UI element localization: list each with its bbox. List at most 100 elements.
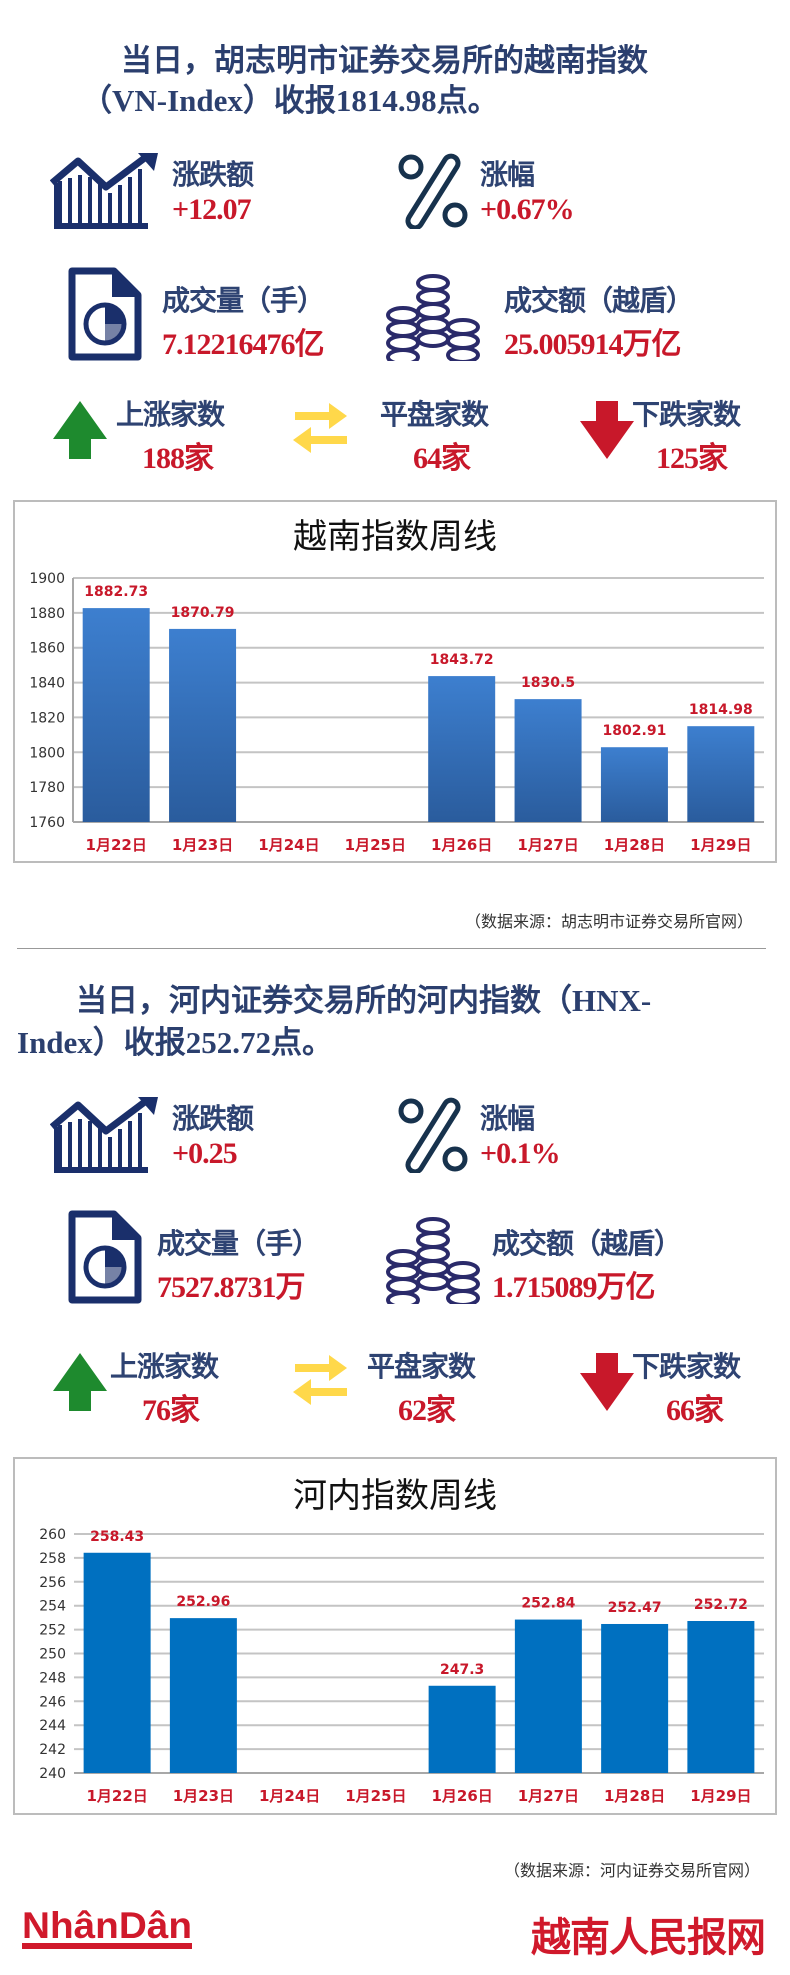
data-label: 258.43 (90, 1529, 144, 1545)
y-tick-label: 1800 (29, 745, 65, 761)
advancers-value: 76家 (142, 1394, 200, 1427)
nhandan-logo: NhânDân (22, 1905, 195, 1952)
y-tick-label: 1860 (29, 641, 65, 657)
percent-icon (397, 1097, 469, 1177)
bar (169, 628, 237, 822)
coins-icon (385, 267, 481, 366)
unchanged-label: 平盘家数 (367, 1350, 476, 1383)
y-tick-label: 1820 (29, 710, 65, 726)
percent-icon (397, 153, 469, 233)
chart-title: 越南指数周线 (293, 517, 497, 557)
bar (428, 1685, 496, 1773)
change-label: 涨跌额 (172, 158, 254, 191)
x-tick-label: 1月26日 (431, 836, 492, 854)
headline-line-2: （VN-Index）收报1814.98点。 (81, 83, 499, 118)
y-tick-label: 1760 (29, 815, 65, 831)
bar (514, 699, 582, 822)
swap-arrows-icon (291, 403, 349, 457)
volume-label: 成交量（手） (157, 1227, 320, 1260)
decliners-value: 125家 (656, 442, 728, 475)
x-tick-label: 1月23日 (172, 836, 233, 854)
pct-value: +0.1% (480, 1137, 561, 1170)
data-source-note: （数据来源：河内证券交易所官网） (503, 1861, 760, 1880)
bar (428, 676, 496, 822)
bar (601, 1623, 669, 1773)
pct-label: 涨幅 (480, 158, 535, 191)
unchanged-value: 62家 (398, 1394, 456, 1427)
trend-chart-icon (49, 153, 158, 253)
data-label: 1830.5 (521, 675, 575, 691)
y-tick-label: 1780 (29, 780, 65, 796)
volume-label: 成交量（手） (162, 284, 325, 317)
volume-value: 7.12216476亿 (162, 328, 324, 361)
down-arrow-icon (580, 1353, 634, 1415)
turnover-label: 成交额（越盾） (504, 284, 694, 317)
change-value: +12.07 (172, 193, 252, 226)
decliners-label: 下跌家数 (632, 398, 741, 431)
bar (687, 1620, 755, 1773)
x-tick-label: 1月29日 (690, 1787, 751, 1805)
y-tick-label: 244 (39, 1718, 66, 1734)
advancers-value: 188家 (142, 442, 214, 475)
headline-line-1: 当日，胡志明市证券交易所的越南指数 (121, 43, 648, 78)
volume-value: 7527.8731万 (157, 1271, 305, 1304)
trend-chart-icon (49, 1097, 158, 1197)
footer-brand-text: 越南人民报网 (531, 1915, 766, 1961)
y-tick-label: 248 (39, 1670, 66, 1686)
turnover-value: 1.715089万亿 (492, 1271, 655, 1304)
bar (600, 747, 668, 822)
decliners-value: 66家 (666, 1394, 724, 1427)
y-tick-label: 1900 (29, 571, 65, 587)
turnover-value: 25.005914万亿 (504, 328, 681, 361)
x-tick-label: 1月27日 (518, 1787, 579, 1805)
document-chart-icon (68, 1210, 142, 1308)
coins-icon (385, 1210, 481, 1309)
x-tick-label: 1月25日 (345, 1787, 406, 1805)
x-tick-label: 1月29日 (690, 836, 751, 854)
bar (514, 1619, 582, 1773)
change-value: +0.25 (172, 1137, 238, 1170)
data-label: 1882.73 (84, 584, 148, 600)
y-tick-label: 240 (39, 1766, 66, 1782)
bar (83, 1552, 151, 1773)
data-label: 1843.72 (430, 652, 494, 668)
unchanged-label: 平盘家数 (380, 398, 489, 431)
y-tick-label: 1880 (29, 606, 65, 622)
data-source-note: （数据来源：胡志明市证券交易所官网） (464, 912, 753, 931)
data-label: 252.84 (521, 1596, 575, 1612)
data-label: 1814.98 (689, 702, 753, 718)
data-label: 252.72 (694, 1597, 748, 1613)
data-label: 252.47 (608, 1600, 662, 1616)
bar-chart: 越南指数周线 1760 1780 1800 1820 1840 1860 1880 1900 1月… (29, 517, 764, 854)
bar (82, 608, 150, 822)
headline-line-1: 当日，河内证券交易所的河内指数（HNX- (76, 983, 652, 1018)
y-tick-label: 252 (39, 1623, 66, 1639)
x-tick-label: 1月28日 (604, 836, 665, 854)
y-tick-label: 242 (39, 1742, 66, 1758)
headline-line-2: Index）收报252.72点。 (17, 1025, 334, 1060)
x-tick-label: 1月26日 (431, 1787, 492, 1805)
decliners-label: 下跌家数 (632, 1350, 741, 1383)
change-label: 涨跌额 (172, 1102, 254, 1135)
svg-text:NhânDân: NhânDân (22, 1906, 192, 1946)
data-label: 1870.79 (171, 605, 235, 621)
pct-label: 涨幅 (480, 1102, 535, 1135)
pct-value: +0.67% (480, 193, 575, 226)
index-weekly-chart: 河内指数周线 240 242 244 246 248 250 252 254 256 258 260 1… (13, 1457, 777, 1815)
x-tick-label: 1月24日 (259, 1787, 320, 1805)
x-tick-label: 1月28日 (604, 1787, 665, 1805)
bar-chart: 河内指数周线 240 242 244 246 248 250 252 254 256 258 260 1… (39, 1476, 764, 1805)
y-tick-label: 246 (39, 1694, 66, 1710)
chart-title: 河内指数周线 (293, 1476, 497, 1516)
y-tick-label: 1840 (29, 676, 65, 692)
data-label: 252.96 (176, 1594, 230, 1610)
section-divider (17, 948, 766, 949)
y-tick-label: 260 (39, 1527, 66, 1543)
y-tick-label: 258 (39, 1551, 66, 1567)
index-weekly-chart: 越南指数周线 1760 1780 1800 1820 1840 1860 1880 1900 1月… (13, 500, 777, 863)
down-arrow-icon (580, 401, 634, 463)
y-tick-label: 256 (39, 1575, 66, 1591)
document-chart-icon (68, 267, 142, 365)
x-tick-label: 1月27日 (517, 836, 578, 854)
y-tick-label: 250 (39, 1647, 66, 1663)
